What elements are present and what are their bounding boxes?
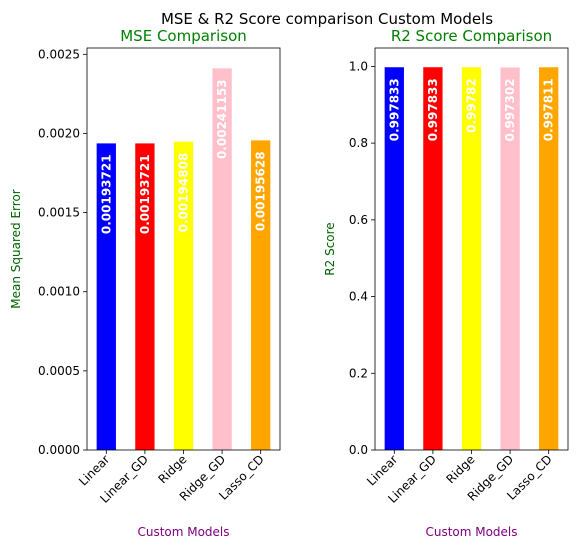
r2-bar-ridge-gd bbox=[500, 67, 520, 450]
mse-bar-value-label: 0.00195628 bbox=[254, 151, 268, 231]
r2-bar-ridge bbox=[461, 67, 482, 450]
mse-bar-linear-gd bbox=[135, 143, 155, 450]
r2-chart: 0.997833 0.997833 0.99782 0.997302 0.997811 0… bbox=[323, 27, 569, 539]
r2-xtick-label: Ridge bbox=[443, 452, 477, 486]
r2-yaxis-label: R2 Score bbox=[323, 222, 337, 275]
mse-bar-value-label: 0.00193721 bbox=[99, 154, 113, 234]
mse-ytick-label: 0.0025 bbox=[38, 47, 80, 61]
r2-bar-linear bbox=[384, 67, 404, 451]
r2-ytick-label: 1.0 bbox=[349, 59, 368, 73]
figure-suptitle: MSE & R2 Score comparison Custom Models bbox=[161, 10, 493, 28]
r2-ytick-label: 0.2 bbox=[349, 366, 368, 380]
r2-ytick-label: 0.6 bbox=[349, 213, 368, 227]
r2-bar-value-label: 0.997833 bbox=[387, 78, 401, 141]
mse-bar-value-label: 0.00241153 bbox=[215, 79, 229, 159]
mse-ytick-label: 0.0010 bbox=[38, 285, 80, 299]
mse-ytick-label: 0.0020 bbox=[38, 126, 80, 140]
r2-ytick-label: 0.8 bbox=[349, 136, 368, 150]
mse-bar-ridge-gd bbox=[212, 68, 232, 451]
r2-ytick-label: 0.0 bbox=[349, 443, 368, 457]
mse-xtick-label: Ridge bbox=[155, 452, 189, 486]
r2-bar-value-label: 0.997833 bbox=[426, 78, 440, 141]
r2-bar-value-label: 0.997811 bbox=[542, 78, 556, 141]
mse-bar-linear bbox=[96, 143, 116, 450]
mse-yaxis-label: Mean Squared Error bbox=[9, 189, 23, 309]
r2-ytick-label: 0.4 bbox=[349, 290, 368, 304]
mse-bar-value-label: 0.00194808 bbox=[177, 153, 191, 233]
mse-bar-lasso-cd bbox=[251, 140, 271, 450]
mse-bar-value-label: 0.00193721 bbox=[138, 154, 152, 234]
mse-chart-title: MSE Comparison bbox=[120, 27, 247, 45]
r2-bar-value-label: 0.99782 bbox=[465, 78, 479, 133]
r2-chart-title: R2 Score Comparison bbox=[391, 27, 552, 45]
r2-xaxis-label: Custom Models bbox=[425, 525, 517, 539]
mse-xaxis-label: Custom Models bbox=[137, 525, 229, 539]
mse-xtick-label: Linear bbox=[76, 452, 112, 488]
mse-ytick-label: 0.0005 bbox=[38, 364, 80, 378]
mse-ytick-label: 0.0000 bbox=[38, 443, 80, 457]
r2-bar-value-label: 0.997302 bbox=[503, 78, 517, 141]
mse-chart: 0.00193721 0.00193721 0.00194808 0.00241153… bbox=[9, 27, 281, 539]
mse-ytick-label: 0.0015 bbox=[38, 206, 80, 220]
r2-bar-lasso-cd bbox=[539, 67, 559, 450]
r2-bar-linear-gd bbox=[423, 67, 443, 451]
r2-xtick-label: Linear bbox=[364, 452, 400, 488]
mse-bar-ridge bbox=[173, 141, 194, 450]
